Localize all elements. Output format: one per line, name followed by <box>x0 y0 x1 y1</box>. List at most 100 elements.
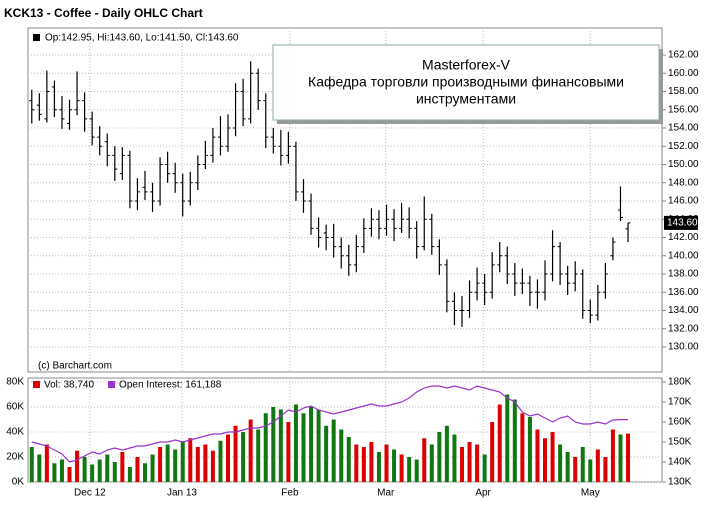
volume-bar <box>565 452 570 482</box>
volume-bar <box>195 447 200 482</box>
annotation-text: инструментами <box>416 91 516 107</box>
volume-bar <box>135 457 140 482</box>
volume-bar <box>233 425 238 482</box>
legend-swatch <box>108 381 116 388</box>
volume-bar <box>490 422 495 482</box>
credit: (c) Barchart.com <box>38 361 112 372</box>
y-tick-label: 134.00 <box>668 305 699 316</box>
volume-bar <box>173 449 178 482</box>
volume-bar <box>271 407 276 482</box>
last-price-label: 143.60 <box>667 218 698 229</box>
volume-bar <box>392 449 397 482</box>
volume-bar <box>52 463 57 482</box>
y-tick-label: 80K <box>6 377 24 388</box>
volume-bar <box>120 452 125 482</box>
volume-bar <box>505 394 510 482</box>
volume-bar <box>142 463 147 482</box>
volume-bar <box>482 454 487 482</box>
volume-bar <box>75 450 80 482</box>
volume-bar <box>580 447 585 482</box>
y-tick-label: 130.00 <box>668 342 699 353</box>
volume-bar <box>444 425 449 482</box>
legend-swatch <box>33 381 40 388</box>
y-tick-label: 136.00 <box>668 287 699 298</box>
volume-bar <box>180 442 185 482</box>
volume-bar <box>520 413 525 482</box>
volume-bar <box>90 464 95 482</box>
ohlc-info: Op:142.95, Hi:143.60, Lo:141.50, Cl:143.… <box>45 33 239 44</box>
volume-bar <box>354 444 359 482</box>
volume-bar <box>429 444 434 482</box>
volume-bar <box>527 417 532 482</box>
volume-bar <box>339 429 344 482</box>
volume-bar <box>610 429 615 482</box>
y-tick-label: 40K <box>6 427 24 438</box>
volume-bar <box>595 449 600 482</box>
volume-bar <box>263 413 268 482</box>
volume-panel <box>27 377 663 483</box>
volume-bar <box>188 438 193 482</box>
volume-bar <box>535 429 540 482</box>
x-tick-label: Mar <box>377 488 395 499</box>
volume-bar <box>588 459 593 482</box>
volume-bar <box>550 432 555 482</box>
y2-tick-label: 140K <box>668 457 692 468</box>
volume-bar <box>452 434 457 482</box>
volume-bar <box>248 419 253 482</box>
y-tick-label: 146.00 <box>668 196 699 207</box>
volume-bar <box>603 457 608 482</box>
volume-bar <box>316 409 321 482</box>
volume-bar <box>414 459 419 482</box>
annotation-box <box>272 44 660 121</box>
volume-bar <box>497 404 502 482</box>
volume-bar <box>278 409 283 482</box>
volume-bar <box>558 444 563 482</box>
y-tick-label: 158.00 <box>668 86 699 97</box>
volume-bar <box>59 459 64 482</box>
volume-bar <box>467 442 472 482</box>
x-tick-label: Apr <box>475 488 491 499</box>
volume-bar <box>422 438 427 482</box>
y2-tick-label: 160K <box>668 417 692 428</box>
volume-bar <box>346 437 351 482</box>
y-tick-label: 152.00 <box>668 141 699 152</box>
x-tick-label: Jan 13 <box>167 488 197 499</box>
volume-bar <box>29 447 34 482</box>
y-tick-label: 138.00 <box>668 269 699 280</box>
volume-bar <box>210 450 215 482</box>
last-price-box <box>664 215 698 230</box>
volume-bar <box>150 454 155 482</box>
volume-bar <box>626 433 631 482</box>
volume-bar <box>331 419 336 482</box>
legend-label: Open Interest: 161,188 <box>119 380 222 391</box>
volume-bar <box>376 452 381 482</box>
volume-bar <box>37 454 42 482</box>
y-tick-label: 20K <box>6 452 24 463</box>
volume-bar <box>475 444 480 482</box>
annotation-text: Masterforex-V <box>422 57 511 73</box>
y-tick-label: 162.00 <box>668 50 699 61</box>
legend-label: Vol: 38,740 <box>44 380 94 391</box>
x-tick-label: Feb <box>281 488 299 499</box>
volume-bar <box>293 404 298 482</box>
y-tick-label: 148.00 <box>668 177 699 188</box>
volume-bar <box>309 407 314 482</box>
y2-tick-label: 180K <box>668 377 692 388</box>
volume-bar <box>384 444 389 482</box>
volume-bar <box>399 454 404 482</box>
volume-bar <box>512 399 517 482</box>
volume-bar <box>459 447 464 482</box>
open-interest-line <box>31 385 628 463</box>
y-tick-label: 140.00 <box>668 250 699 261</box>
info-icon <box>33 34 40 41</box>
y2-tick-label: 130K <box>668 477 692 488</box>
volume-bar <box>369 442 374 482</box>
y-tick-label: 154.00 <box>668 123 699 134</box>
volume-bar <box>301 413 306 482</box>
volume-bar <box>67 467 72 482</box>
volume-bar <box>324 425 329 482</box>
annotation-text: Кафедра торговли производными финансовым… <box>308 74 624 90</box>
y-tick-label: 60K <box>6 402 24 413</box>
volume-bar <box>286 422 291 482</box>
